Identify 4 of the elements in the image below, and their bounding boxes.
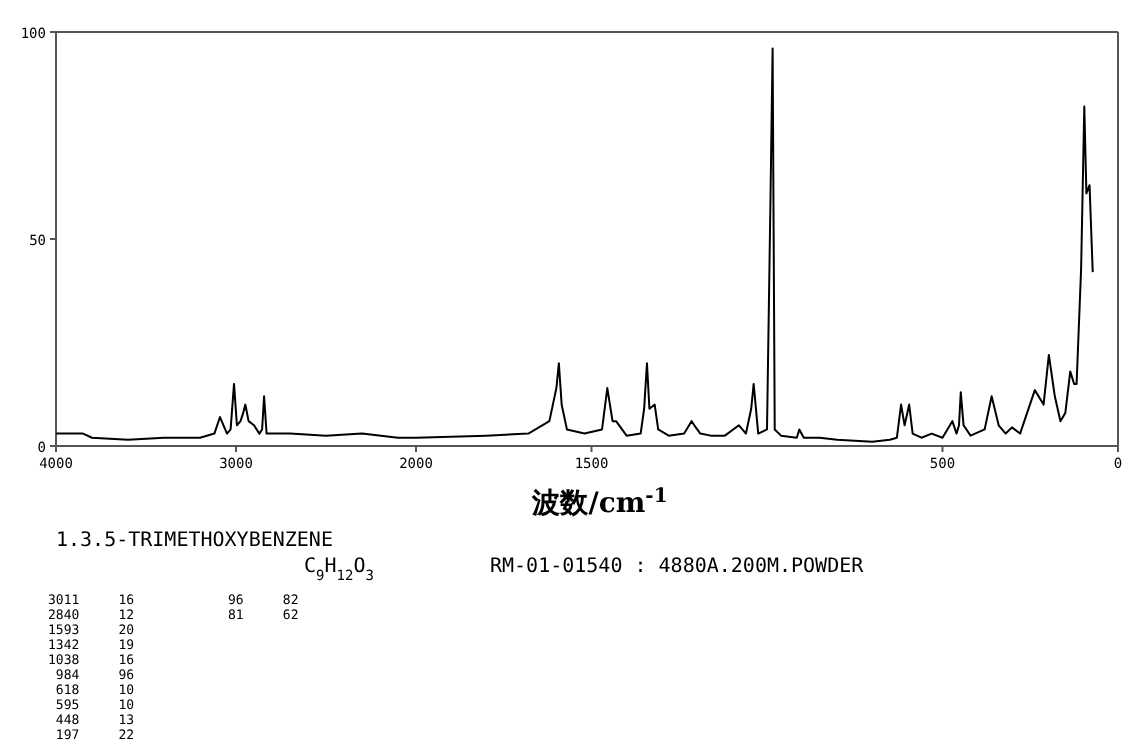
text: RM-01-01540 : 4880A.200M.POWDER — [490, 556, 866, 578]
text: C$_{9}$H$_{12}$O$_{3}$ — [304, 556, 374, 584]
text: 1.3.5-TRIMETHOXYBENZENE — [56, 530, 333, 552]
x-axis-title: 波数/cm$^{-1}$ — [530, 485, 668, 520]
